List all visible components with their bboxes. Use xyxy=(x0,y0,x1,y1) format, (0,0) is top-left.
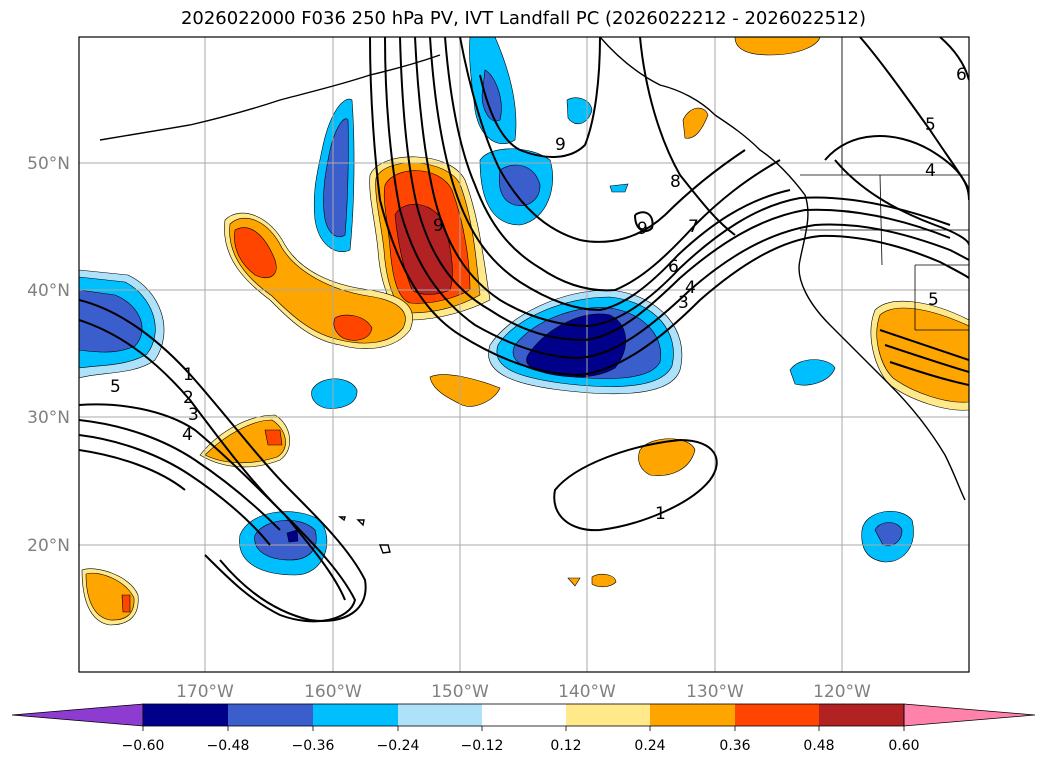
contour-label: 5 xyxy=(110,377,121,397)
colorbar: −0.60 −0.48 −0.36 −0.24 −0.12 0.12 0.24 … xyxy=(11,703,1036,754)
contour-label: 5 xyxy=(928,290,939,310)
map-frame xyxy=(78,36,970,673)
colorbar-tick: 0.24 xyxy=(634,738,665,754)
lon-label-160w: 160°W xyxy=(304,682,362,702)
colorbar-swatch xyxy=(313,704,398,726)
coastlines xyxy=(99,37,966,554)
contour-label: 9 xyxy=(637,219,648,239)
colorbar-tick: −0.36 xyxy=(292,738,335,754)
contour-labels: 1 2 3 4 5 1 3 4 6 7 8 9 9 9 5 4 5 6 xyxy=(110,65,967,524)
contour-label: 3 xyxy=(188,405,199,425)
longitude-labels: 170°W 160°W 150°W 140°W 130°W 120°W xyxy=(176,682,871,702)
colorbar-extend-low xyxy=(11,703,144,727)
contour-label: 6 xyxy=(956,65,967,85)
lon-label-120w: 120°W xyxy=(813,682,871,702)
lon-label-130w: 130°W xyxy=(686,682,744,702)
latitude-labels: 50°N 40°N 30°N 20°N xyxy=(27,154,70,556)
colorbar-swatch xyxy=(143,704,228,726)
contour-label: 8 xyxy=(670,172,681,192)
lon-label-140w: 140°W xyxy=(558,682,616,702)
colorbar-tick: 0.36 xyxy=(719,738,750,754)
colorbar-tick: 0.12 xyxy=(550,738,581,754)
contour-label: 3 xyxy=(678,293,689,313)
contour-label: 9 xyxy=(433,216,444,236)
lat-label-50n: 50°N xyxy=(27,154,70,174)
contour-label: 6 xyxy=(668,257,679,277)
lat-label-20n: 20°N xyxy=(27,536,70,556)
colorbar-swatch xyxy=(819,704,904,726)
colorbar-tick: 0.60 xyxy=(888,738,919,754)
map-area: 1 2 3 4 5 1 3 4 6 7 8 9 9 9 5 4 5 6 xyxy=(79,37,969,672)
colorbar-swatch xyxy=(735,704,819,726)
contour-label: 4 xyxy=(182,425,193,445)
colorbar-extend-high xyxy=(903,703,1036,727)
lon-label-170w: 170°W xyxy=(176,682,234,702)
map-title: 2026022000 F036 250 hPa PV, IVT Landfall… xyxy=(180,8,867,29)
contour-lines xyxy=(79,37,969,623)
contour-label: 2 xyxy=(183,388,194,408)
contour-label: 9 xyxy=(555,135,566,155)
colorbar-tick: −0.60 xyxy=(122,738,165,754)
lat-label-30n: 30°N xyxy=(27,408,70,428)
contour-label: 4 xyxy=(925,161,936,181)
colorbar-swatch xyxy=(566,704,650,726)
contour-label: 1 xyxy=(655,504,666,524)
colorbar-tick: −0.24 xyxy=(377,738,420,754)
colorbar-swatch xyxy=(228,704,313,726)
colorbar-tick: −0.12 xyxy=(461,738,504,754)
colorbar-tick: 0.48 xyxy=(803,738,834,754)
colorbar-tick: −0.48 xyxy=(207,738,250,754)
contour-label: 7 xyxy=(688,217,699,237)
lon-label-150w: 150°W xyxy=(431,682,489,702)
contour-label: 4 xyxy=(685,278,696,298)
lat-label-40n: 40°N xyxy=(27,281,70,301)
colorbar-tick-labels: −0.60 −0.48 −0.36 −0.24 −0.12 0.12 0.24 … xyxy=(122,738,920,754)
colorbar-swatch xyxy=(398,704,482,726)
contour-label: 1 xyxy=(183,365,194,385)
colorbar-swatch xyxy=(650,704,735,726)
colorbar-swatch xyxy=(482,704,566,726)
contour-label: 5 xyxy=(925,115,936,135)
